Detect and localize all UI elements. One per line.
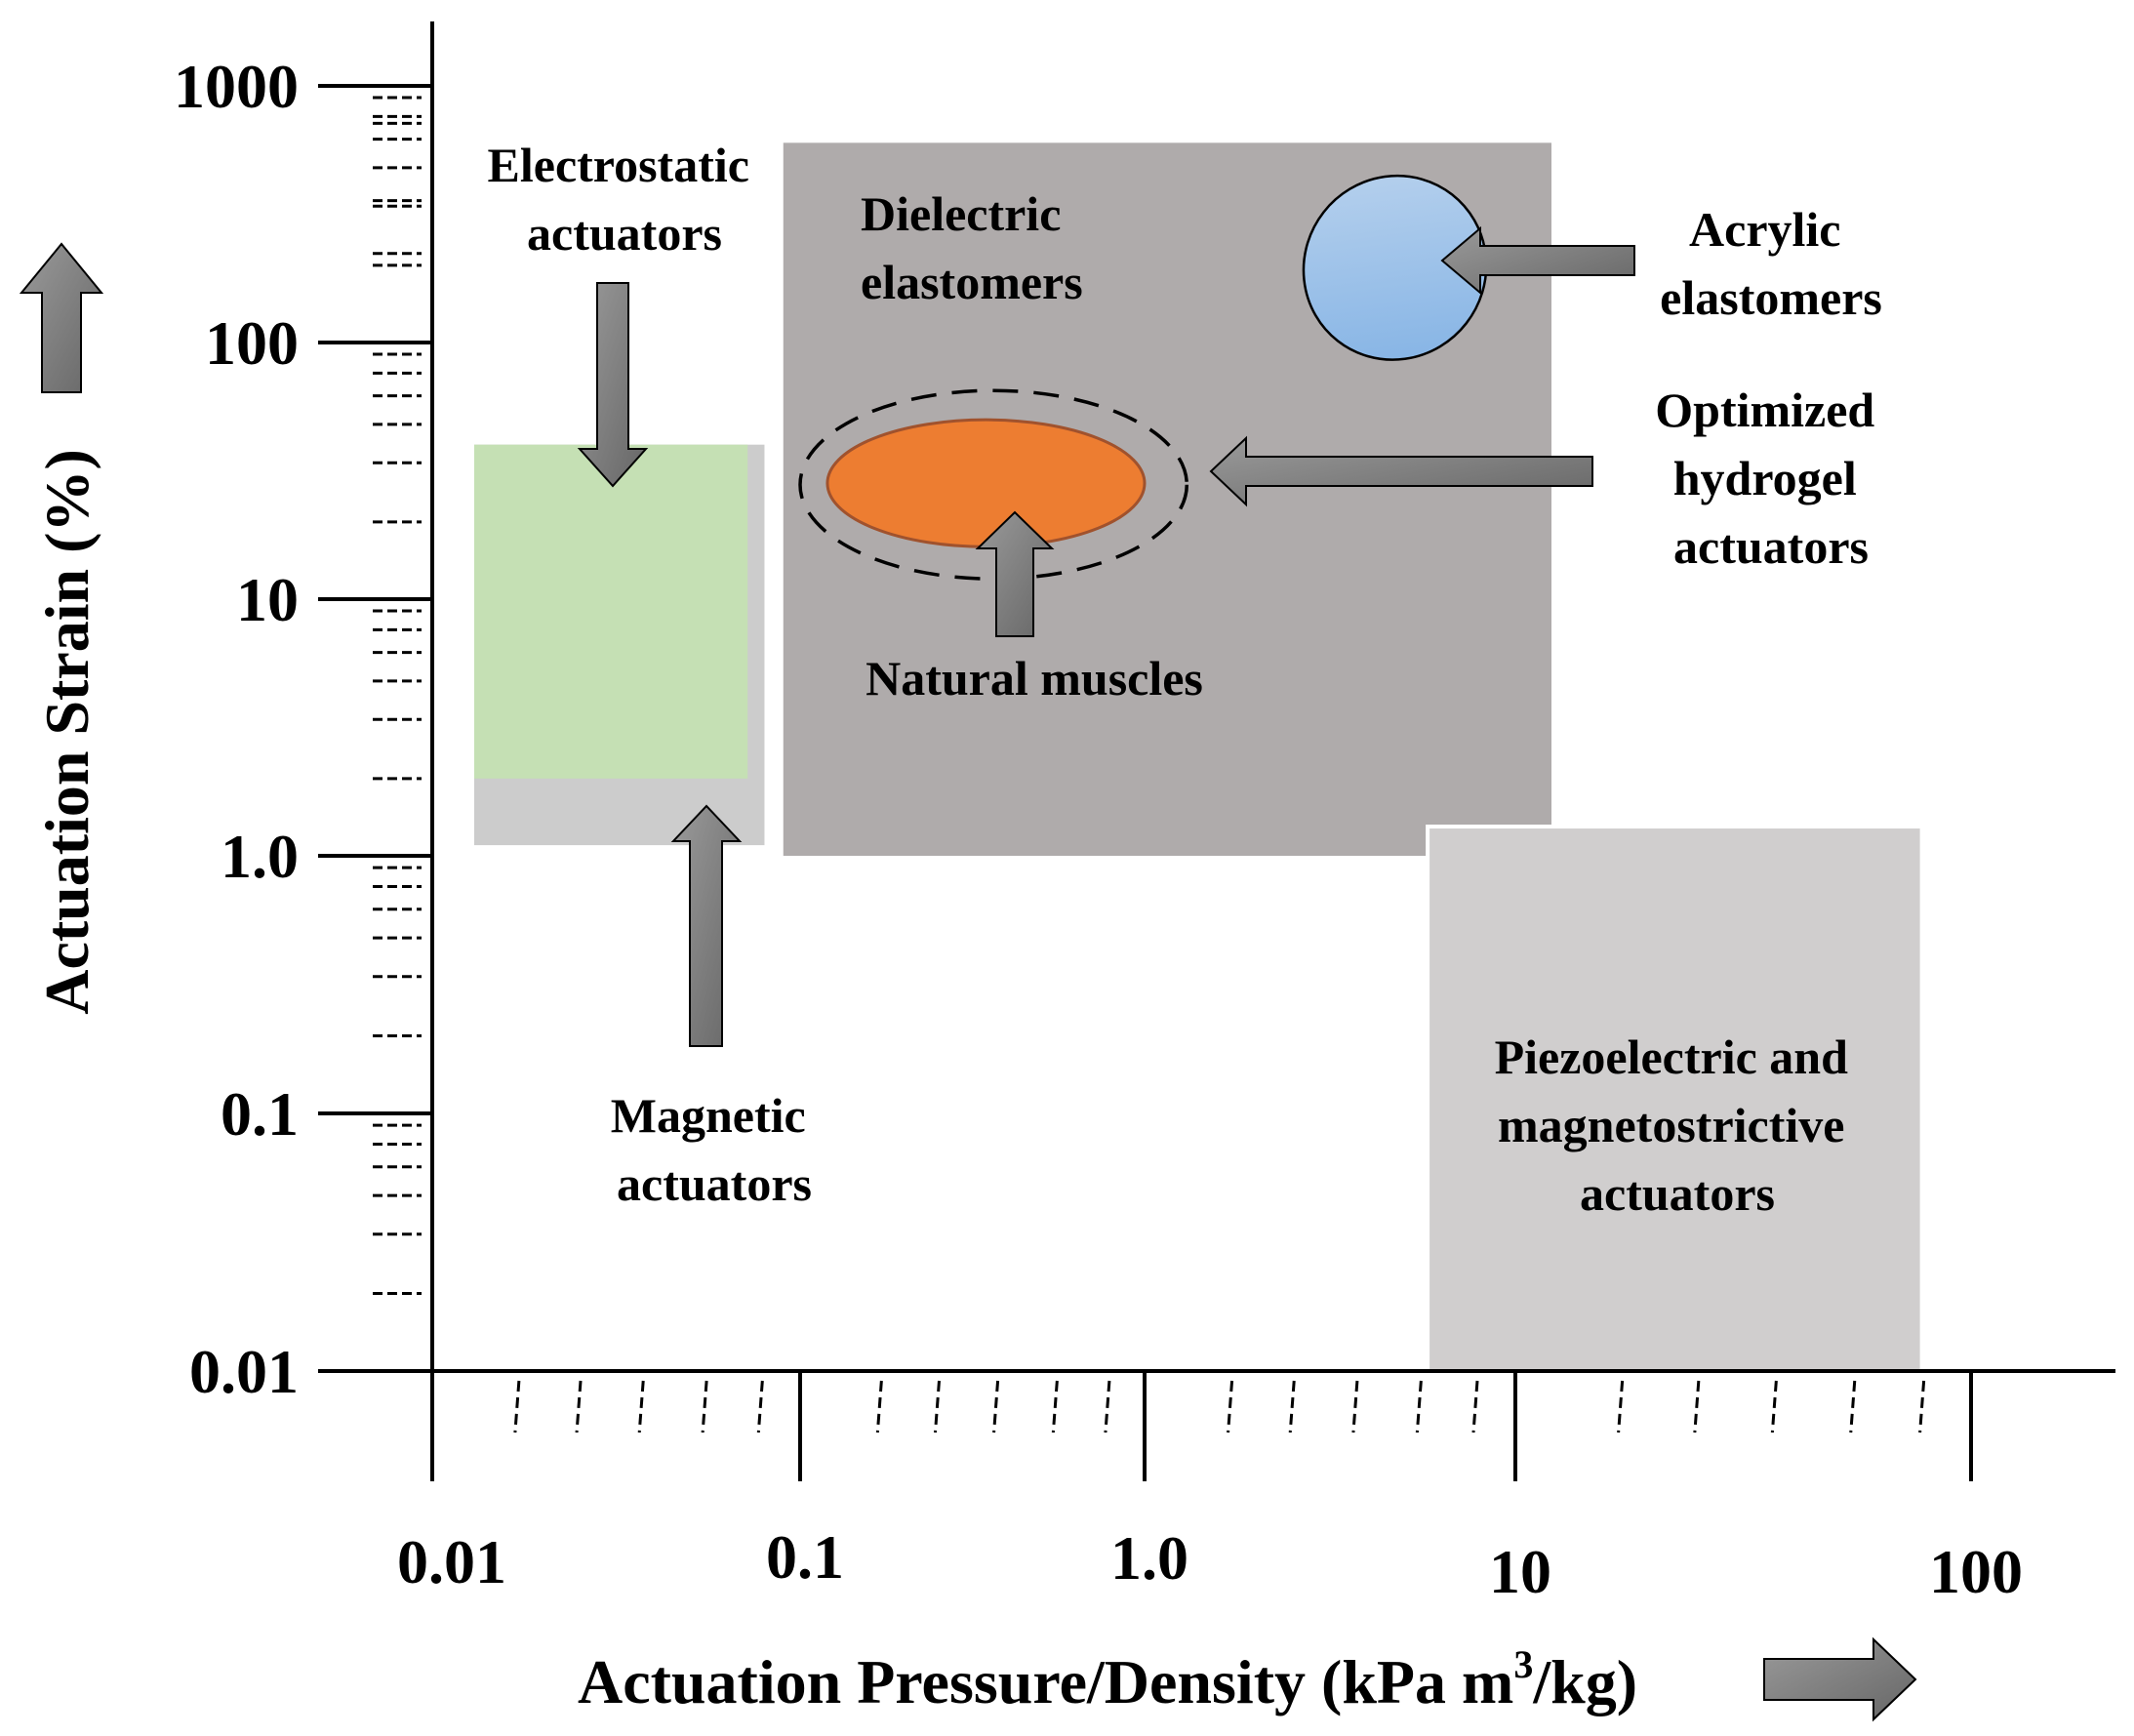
x-minor-tick: [756, 1380, 764, 1433]
x-minor-tick: [575, 1380, 583, 1433]
x-tick-label: 0.1: [766, 1522, 844, 1592]
y-axis-direction-arrow-icon: [19, 242, 104, 393]
y-tick-label: 1000: [174, 52, 299, 121]
y-major-ticks: [318, 84, 432, 1373]
y-minor-ticks: [373, 96, 422, 1296]
y-tick-label: 0.01: [189, 1337, 299, 1406]
x-minor-tick: [1051, 1380, 1059, 1433]
x-minor-tick: [513, 1380, 521, 1433]
electrostatic-pointer-arrow-icon: [577, 282, 649, 488]
x-minor-tick: [1770, 1380, 1778, 1433]
y-axis-title: Actuation Strain (%): [32, 449, 101, 1015]
x-minor-tick: [637, 1380, 645, 1433]
region-acrylic-elastomers: [1302, 174, 1488, 361]
magnetic-label: Magnetic actuators: [611, 1088, 818, 1211]
x-minor-tick: [1288, 1380, 1296, 1433]
hydrogel-pointer-arrow-icon: [1209, 435, 1593, 507]
x-minor-tick: [1351, 1380, 1359, 1433]
x-minor-tick: [992, 1380, 1000, 1433]
y-tick-label: 0.1: [221, 1079, 299, 1149]
x-minor-tick: [1693, 1380, 1701, 1433]
x-tick-label: 100: [1929, 1537, 2023, 1606]
natural-muscles-pointer-arrow-icon: [975, 510, 1055, 637]
x-minor-tick: [1849, 1380, 1857, 1433]
electrostatic-label: Electrostatic actuators: [488, 138, 762, 261]
x-minor-tick: [1471, 1380, 1479, 1433]
x-tick-label: 1.0: [1110, 1523, 1188, 1593]
x-minor-tick: [1415, 1380, 1423, 1433]
acrylic-pointer-arrow-icon: [1440, 225, 1635, 296]
x-minor-tick: [875, 1380, 883, 1433]
piezoelectric-label: Piezoelectric and magnetostrictive actua…: [1495, 1029, 1861, 1221]
x-minor-tick: [701, 1380, 708, 1433]
region-natural-muscles: [825, 418, 1147, 548]
x-minor-tick: [1918, 1380, 1926, 1433]
x-major-ticks: [430, 1371, 1973, 1481]
magnetic-pointer-arrow-icon: [670, 804, 743, 1047]
x-minor-ticks: [513, 1380, 1926, 1433]
region-optimized-hydrogel-outline: [798, 388, 1189, 581]
y-tick-label: 100: [205, 308, 299, 378]
x-axis-direction-arrow-icon: [1763, 1636, 1917, 1722]
acrylic-label: Acrylic elastomers: [1660, 202, 1882, 325]
hydrogel-label: Optimized hydrogel actuators: [1655, 383, 1886, 574]
dielectric-label: Dielectric elastomers: [861, 186, 1083, 309]
x-minor-tick: [933, 1380, 941, 1433]
x-minor-tick: [1617, 1380, 1625, 1433]
region-electrostatic-actuators: [473, 444, 748, 779]
x-tick-label: 10: [1489, 1537, 1551, 1606]
y-tick-label: 10: [236, 565, 299, 634]
x-minor-tick: [1104, 1380, 1111, 1433]
y-tick-label: 1.0: [221, 822, 299, 891]
x-tick-label: 0.01: [397, 1527, 506, 1596]
x-axis-title: Actuation Pressure/Density (kPa m3/kg): [578, 1642, 1637, 1716]
natural-muscles-label: Natural muscles: [866, 651, 1203, 706]
x-minor-tick: [1227, 1380, 1234, 1433]
